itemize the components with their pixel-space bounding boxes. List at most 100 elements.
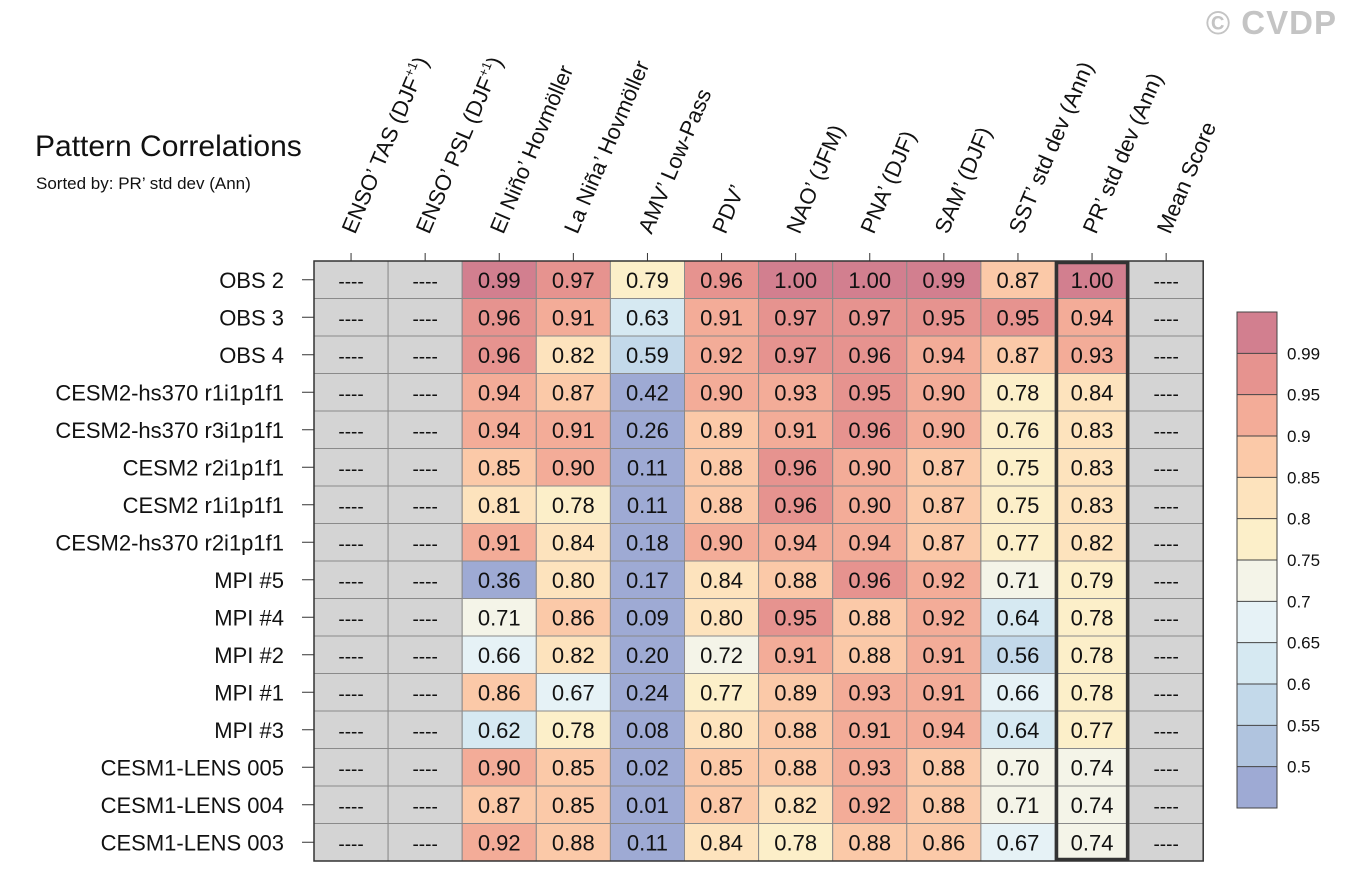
heatmap-cell — [684, 635, 760, 674]
cell-value-label: 0.96 — [848, 418, 891, 443]
row-label: CESM2-hs370 r1i1p1f1 — [55, 380, 284, 405]
cell-value-label: 0.64 — [997, 605, 1040, 630]
cell-value-label: ---- — [338, 459, 363, 480]
heatmap-cell — [906, 523, 982, 562]
cell-value-label: 0.78 — [552, 493, 595, 518]
colorbar-label: 0.65 — [1287, 634, 1320, 653]
cell-value-label: 0.99 — [478, 268, 521, 293]
heatmap-cell — [684, 673, 760, 712]
cell-value-label: 0.99 — [922, 268, 965, 293]
cell-value-label: 0.88 — [922, 755, 965, 780]
cell-value-label: 0.89 — [774, 680, 817, 705]
cell-value-label: ---- — [412, 459, 437, 480]
cell-value-label: 0.86 — [552, 605, 595, 630]
cell-value-label: 0.90 — [922, 418, 965, 443]
heatmap-cell — [1054, 410, 1130, 449]
cell-value-label: 0.92 — [922, 568, 965, 593]
row-label: MPI #1 — [214, 680, 284, 705]
cell-value-label: 0.66 — [478, 643, 521, 668]
heatmap-cell — [758, 635, 834, 674]
cell-value-label: ---- — [1153, 647, 1178, 668]
cell-value-label: ---- — [338, 497, 363, 518]
heatmap-cell — [535, 335, 611, 374]
cell-value-label: 0.59 — [626, 343, 669, 368]
cell-value-label: 0.71 — [997, 568, 1040, 593]
cell-value-label: 0.63 — [626, 305, 669, 330]
cell-value-label: ---- — [1153, 384, 1178, 405]
cell-value-label: 0.89 — [700, 418, 743, 443]
cell-value-label: 0.80 — [700, 718, 743, 743]
cell-value-label: 0.94 — [848, 530, 891, 555]
heatmap-cell — [1054, 448, 1130, 487]
cell-value-label: 0.88 — [922, 793, 965, 818]
cell-value-label: 0.96 — [774, 493, 817, 518]
cell-value-label: 0.88 — [848, 830, 891, 855]
heatmap-cell — [387, 260, 463, 299]
column-label: El Niño’ Hovmöller — [485, 61, 578, 237]
cell-value-label: 0.74 — [1071, 755, 1114, 780]
heatmap-cell — [906, 823, 982, 862]
cell-value-label: 0.90 — [552, 455, 595, 480]
cell-value-label: 0.92 — [478, 830, 521, 855]
heatmap-cell — [387, 485, 463, 524]
heatmap-cell — [535, 748, 611, 787]
row-label: OBS 4 — [219, 343, 284, 368]
colorbar-segment — [1237, 560, 1277, 602]
row-label: OBS 3 — [219, 305, 284, 330]
heatmap-cell — [684, 485, 760, 524]
highlight-column-box — [1054, 260, 1130, 862]
cell-value-label: 0.78 — [552, 718, 595, 743]
heatmap-cell — [609, 785, 686, 824]
row-label: MPI #5 — [214, 568, 284, 593]
cell-value-label: ---- — [338, 572, 363, 593]
heatmap-cell — [1128, 560, 1204, 599]
cell-value-label: 0.91 — [478, 530, 521, 555]
heatmap-cell — [906, 298, 982, 337]
cell-value-label: 1.00 — [1071, 268, 1114, 293]
heatmap-cell — [387, 710, 463, 749]
heatmap-cell — [609, 298, 686, 337]
heatmap-cell — [535, 598, 611, 637]
cell-value-label: 0.95 — [848, 380, 891, 405]
cell-value-label: 0.74 — [1071, 830, 1114, 855]
colorbar-segment — [1237, 642, 1277, 684]
heatmap-cell — [461, 560, 537, 599]
cell-value-label: 0.84 — [552, 530, 595, 555]
cell-value-label: 0.93 — [774, 380, 817, 405]
heatmap-cell — [387, 598, 463, 637]
cell-value-label: ---- — [1153, 534, 1178, 555]
heatmap-cell — [313, 785, 389, 824]
cell-value-label: 0.82 — [552, 343, 595, 368]
cell-value-label: 0.92 — [700, 343, 743, 368]
heatmap-cell — [313, 560, 389, 599]
cell-value-label: ---- — [1153, 684, 1178, 705]
cell-value-label: 0.77 — [997, 530, 1040, 555]
column-label: AMV’ Low-Pass — [633, 85, 716, 237]
colorbar-segment — [1237, 394, 1277, 436]
cell-value-label: 0.08 — [626, 718, 669, 743]
cell-value-label: 0.82 — [552, 643, 595, 668]
column-label: NAO’ (JFM) — [781, 121, 849, 237]
cell-value-label: 0.97 — [774, 343, 817, 368]
heatmap-cell — [832, 785, 908, 824]
cell-value-label: ---- — [1153, 459, 1178, 480]
chart-subtitle: Sorted by: PR’ std dev (Ann) — [36, 174, 251, 193]
cell-value-label: ---- — [1153, 572, 1178, 593]
cell-value-label: 0.94 — [1071, 305, 1114, 330]
heatmap-cell — [461, 710, 537, 749]
cell-value-label: ---- — [412, 347, 437, 368]
cell-value-label: 0.83 — [1071, 455, 1114, 480]
cell-value-label: 1.00 — [848, 268, 891, 293]
heatmap-cell — [609, 523, 686, 562]
cell-value-label: 0.64 — [997, 718, 1040, 743]
heatmap-cell — [980, 785, 1056, 824]
cell-value-label: 0.66 — [997, 680, 1040, 705]
cell-value-label: ---- — [338, 759, 363, 780]
cell-value-label: 0.24 — [626, 680, 669, 705]
chart-title: Pattern Correlations — [35, 130, 302, 163]
heatmap-cell — [980, 635, 1056, 674]
cell-value-label: 0.96 — [848, 343, 891, 368]
cell-value-label: 0.87 — [922, 530, 965, 555]
cell-value-label: 0.90 — [922, 380, 965, 405]
heatmap-cell — [832, 823, 908, 862]
